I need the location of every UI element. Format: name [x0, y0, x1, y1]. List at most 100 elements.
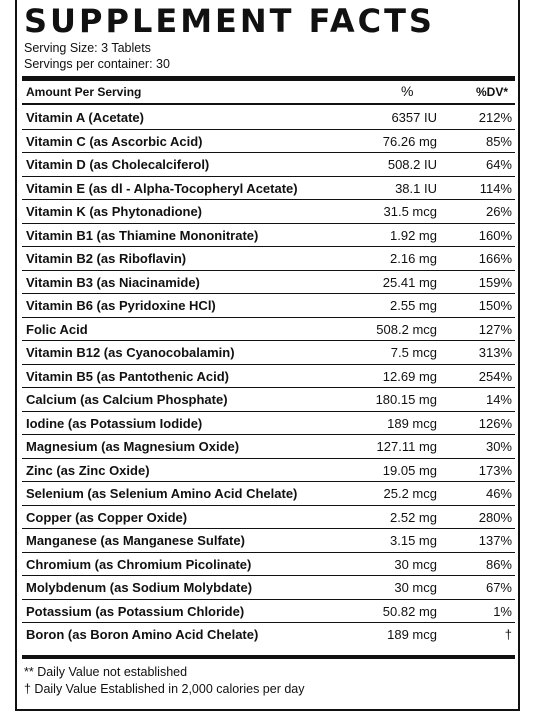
nutrient-amount: 30 mcg [394, 556, 437, 572]
nutrient-name: Zinc (as Zinc Oxide) [26, 462, 150, 478]
table-row: Magnesium (as Magnesium Oxide) 127.11 mg 3… [22, 435, 515, 459]
nutrient-daily-value: † [504, 627, 512, 642]
table-row: Copper (as Copper Oxide) 2.52 mg 280% [22, 506, 515, 529]
nutrient-daily-value: 150% [478, 298, 512, 313]
nutrient-amount: 2.55 mg [390, 298, 437, 313]
nutrient-daily-value: 1% [493, 603, 512, 619]
nutrient-name: Vitamin B1 (as Thiamine Mononitrate) [26, 227, 259, 243]
nutrient-amount: 50.82 mg [382, 603, 437, 619]
table-row: Folic Acid 508.2 mcg 127% [22, 318, 515, 341]
table-row: Potassium (as Potassium Chloride) 50.82 m… [22, 600, 515, 623]
panel-title: SUPPLEMENT FACTS [24, 2, 435, 40]
table-row: Vitamin B12 (as Cyanocobalamin) 7.5 mcg 31… [22, 341, 515, 365]
nutrient-amount: 76.26 mg [382, 133, 437, 149]
nutrient-name: Vitamin B6 (as Pyridoxine HCl) [26, 298, 216, 313]
nutrient-amount: 189 mcg [387, 415, 437, 431]
table-row: Selenium (as Selenium Amino Acid Chelate… [22, 482, 515, 506]
nutrient-daily-value: 126% [478, 415, 512, 431]
nutrient-amount: 1.92 mg [390, 227, 437, 243]
serving-size: Serving Size: 3 Tablets [24, 41, 151, 55]
nutrient-name: Folic Acid [26, 321, 88, 337]
nutrient-daily-value: 127% [478, 321, 512, 337]
nutrient-amount: 7.5 mcg [390, 345, 437, 360]
nutrient-daily-value: 159% [478, 274, 512, 290]
nutrient-name: Selenium (as Selenium Amino Acid Chelate… [26, 486, 298, 501]
nutrient-amount: 25.2 mcg [383, 486, 437, 501]
nutrient-name: Vitamin E (as dl - Alpha-Tocopheryl Acet… [26, 180, 298, 196]
nutrient-amount: 127.11 mg [376, 439, 437, 454]
nutrient-name: Vitamin D (as Cholecalciferol) [26, 157, 210, 172]
table-row: Vitamin K (as Phytonadione) 31.5 mcg 26% [22, 200, 515, 224]
amount-per-serving-header: Amount Per Serving [26, 85, 142, 99]
nutrient-name: Manganese (as Manganese Sulfate) [26, 533, 245, 548]
nutrient-amount: 25.41 mg [382, 274, 437, 290]
nutrient-name: Vitamin K (as Phytonadione) [26, 204, 203, 219]
table-row: Vitamin B2 (as Riboflavin) 2.16 mg 166% [22, 247, 515, 271]
supplement-facts-panel: SUPPLEMENT FACTS Serving Size: 3 Tablets… [15, 0, 520, 711]
nutrient-amount: 6357 IU [391, 110, 437, 125]
nutrient-amount: 2.52 mg [390, 509, 437, 525]
footnote-daily-value-calories: † Daily Value Established in 2,000 calor… [24, 682, 305, 696]
nutrient-amount: 189 mcg [387, 627, 437, 642]
nutrient-name: Vitamin B12 (as Cyanocobalamin) [26, 345, 235, 360]
table-row: Calcium (as Calcium Phosphate) 180.15 mg 1… [22, 388, 515, 412]
nutrient-amount: 3.15 mg [390, 533, 437, 548]
nutrient-amount: 19.05 mg [382, 462, 437, 478]
nutrient-name: Vitamin B3 (as Niacinamide) [26, 274, 200, 290]
table-row: Vitamin C (as Ascorbic Acid) 76.26 mg 85% [22, 130, 515, 153]
nutrient-name: Copper (as Copper Oxide) [26, 509, 188, 525]
header-divider [22, 103, 515, 105]
nutrient-daily-value: 30% [485, 439, 512, 454]
nutrient-amount: 2.16 mg [390, 251, 437, 266]
nutrient-daily-value: 166% [478, 251, 512, 266]
table-row: Vitamin D (as Cholecalciferol) 508.2 IU 64… [22, 153, 515, 177]
nutrient-name: Magnesium (as Magnesium Oxide) [26, 439, 240, 454]
nutrient-name: Iodine (as Potassium Iodide) [26, 415, 203, 431]
table-row: Chromium (as Chromium Picolinate) 30 mcg 8… [22, 553, 515, 576]
nutrient-daily-value: 46% [485, 486, 512, 501]
footnote-daily-value-not-established: ** Daily Value not established [24, 665, 188, 679]
nutrient-daily-value: 137% [478, 533, 512, 548]
nutrient-daily-value: 212% [478, 110, 512, 125]
nutrient-amount: 12.69 mg [382, 368, 437, 384]
table-row: Vitamin B3 (as Niacinamide) 25.41 mg 159% [22, 271, 515, 294]
table-row: Vitamin A (Acetate) 6357 IU 212% [22, 106, 515, 130]
nutrient-daily-value: 64% [485, 157, 512, 172]
footer-divider [22, 655, 515, 659]
nutrient-amount: 180.15 mg [375, 392, 437, 407]
nutrient-daily-value: 280% [478, 509, 512, 525]
nutrient-daily-value: 173% [478, 462, 512, 478]
nutrient-daily-value: 67% [485, 580, 512, 595]
nutrient-amount: 508.2 mcg [376, 321, 437, 337]
nutrient-amount: 31.5 mcg [383, 204, 437, 219]
nutrient-name: Calcium (as Calcium Phosphate) [26, 392, 228, 407]
table-row: Vitamin B5 (as Pantothenic Acid) 12.69 mg… [22, 365, 515, 388]
table-row: Vitamin E (as dl - Alpha-Tocopheryl Acet… [22, 177, 515, 200]
nutrient-daily-value: 114% [479, 180, 512, 196]
nutrient-table: Vitamin A (Acetate) 6357 IU 212% Vitamin C … [22, 106, 515, 647]
table-row: Iodine (as Potassium Iodide) 189 mcg 126% [22, 412, 515, 435]
nutrient-name: Chromium (as Chromium Picolinate) [26, 556, 252, 572]
percent-header: % [401, 83, 414, 99]
nutrient-name: Molybdenum (as Sodium Molybdate) [26, 580, 253, 595]
nutrient-daily-value: 160% [478, 227, 512, 243]
nutrient-name: Vitamin B2 (as Riboflavin) [26, 251, 187, 266]
nutrient-daily-value: 313% [478, 345, 512, 360]
nutrient-amount: 508.2 IU [387, 157, 437, 172]
nutrient-daily-value: 85% [485, 133, 512, 149]
nutrient-daily-value: 86% [485, 556, 512, 572]
nutrient-name: Boron (as Boron Amino Acid Chelate) [26, 627, 259, 642]
table-row: Manganese (as Manganese Sulfate) 3.15 mg 1… [22, 529, 515, 553]
nutrient-daily-value: 254% [478, 368, 512, 384]
nutrient-name: Potassium (as Potassium Chloride) [26, 603, 245, 619]
nutrient-name: Vitamin C (as Ascorbic Acid) [26, 133, 203, 149]
table-row: Vitamin B6 (as Pyridoxine HCl) 2.55 mg 150… [22, 294, 515, 318]
nutrient-name: Vitamin A (Acetate) [26, 110, 144, 125]
table-row: Vitamin B1 (as Thiamine Mononitrate) 1.92… [22, 224, 515, 247]
nutrient-amount: 38.1 IU [395, 180, 437, 196]
servings-per-container: Servings per container: 30 [24, 57, 170, 71]
thick-divider [22, 76, 515, 81]
nutrient-daily-value: 26% [485, 204, 512, 219]
nutrient-daily-value: 14% [485, 392, 512, 407]
table-row: Molybdenum (as Sodium Molybdate) 30 mcg 67… [22, 576, 515, 600]
